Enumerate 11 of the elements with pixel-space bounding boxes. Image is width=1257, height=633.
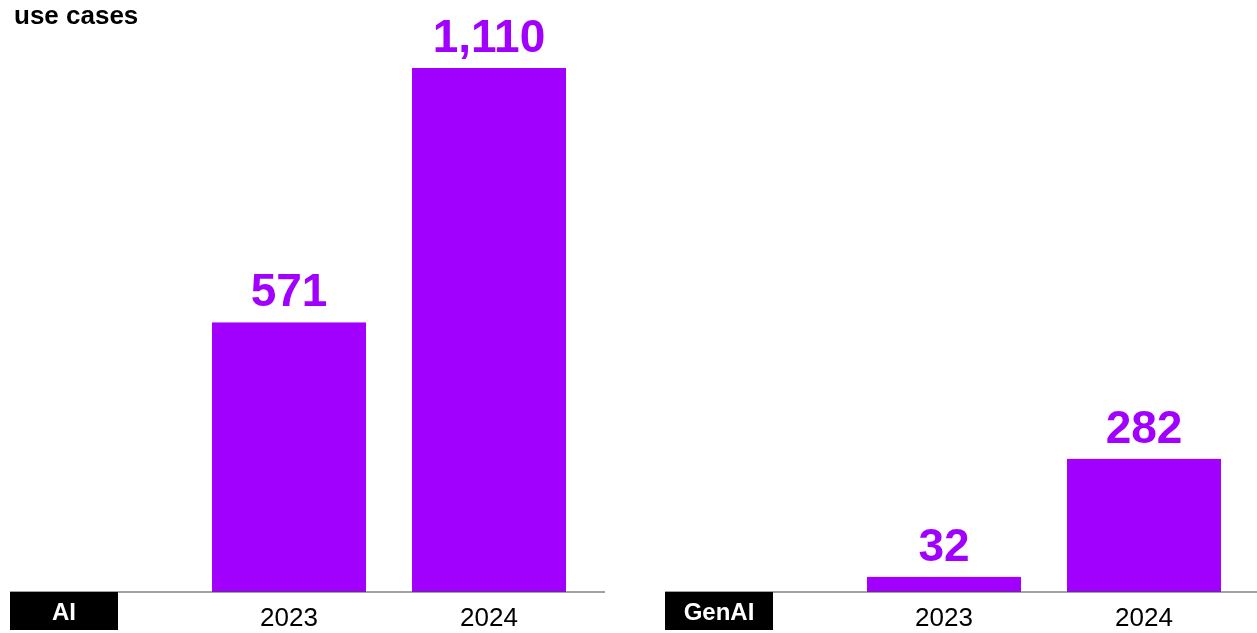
- data-label: 571: [250, 264, 328, 317]
- chart-subtitle: use cases: [14, 0, 139, 30]
- data-label: 282: [1105, 400, 1183, 453]
- data-label: 32: [918, 518, 970, 571]
- x-tick-label: 2024: [1115, 602, 1173, 632]
- x-tick-label: 2023: [915, 602, 973, 632]
- text: GenAI: [683, 598, 755, 625]
- text: AI: [52, 598, 76, 625]
- x-tick-label: 2023: [260, 602, 318, 632]
- x-tick-label: 2024: [460, 602, 518, 632]
- data-label: 1,110: [432, 10, 546, 62]
